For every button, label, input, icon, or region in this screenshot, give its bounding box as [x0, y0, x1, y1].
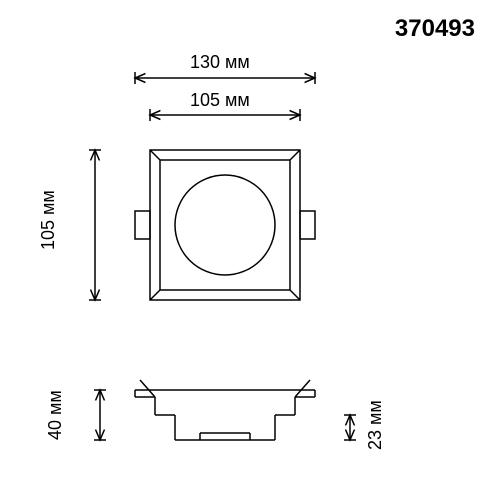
- label-inner-width: 105 мм: [190, 90, 250, 111]
- side-view: [135, 380, 315, 440]
- label-side-small: 23 мм: [365, 400, 386, 450]
- label-outer-width: 130 мм: [190, 52, 250, 73]
- dim-side-depth: [94, 390, 106, 440]
- technical-diagram: [0, 0, 500, 500]
- dim-outer-width: [135, 72, 315, 84]
- dim-side-small: [344, 415, 356, 440]
- dim-height: [89, 150, 101, 300]
- top-view: [135, 150, 315, 300]
- label-height: 105 мм: [38, 190, 59, 250]
- label-side-depth: 40 мм: [45, 390, 66, 440]
